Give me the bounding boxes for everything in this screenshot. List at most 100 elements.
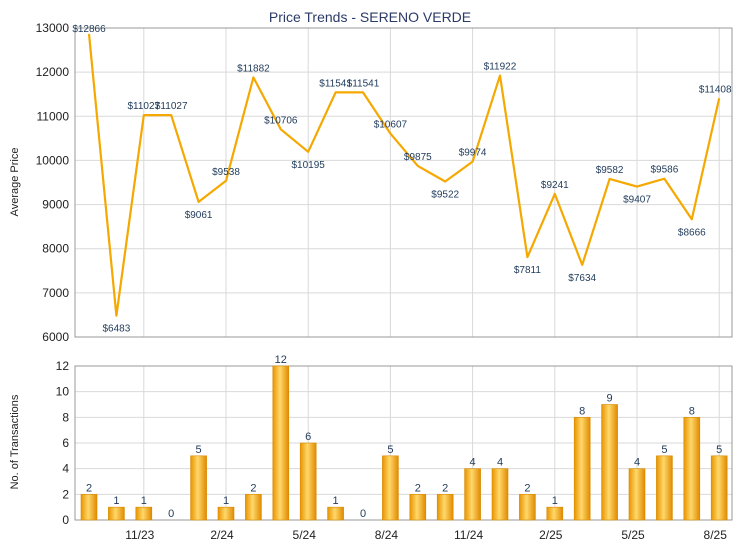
transaction-data-label: 4 xyxy=(497,457,503,469)
price-data-label: $7634 xyxy=(568,273,596,284)
x-tick-label: 8/25 xyxy=(704,528,728,542)
transaction-data-label: 5 xyxy=(661,444,667,456)
price-data-label: $9875 xyxy=(404,152,432,163)
transaction-data-label: 8 xyxy=(579,405,585,417)
price-data-label: $11541 xyxy=(319,78,352,89)
transaction-bar xyxy=(190,455,207,521)
bottom-y-tick-label: 12 xyxy=(56,359,70,373)
price-data-label: $9061 xyxy=(185,210,213,221)
transaction-data-label: 2 xyxy=(415,482,421,494)
top-plot-frame xyxy=(74,27,733,338)
price-data-label: $11408 xyxy=(699,84,732,95)
transaction-bar xyxy=(245,494,262,521)
top-y-tick-label: 8000 xyxy=(42,242,69,256)
x-tick-label: 8/24 xyxy=(375,528,399,542)
price-data-label: $9241 xyxy=(541,180,569,191)
transaction-data-label: 0 xyxy=(360,508,366,520)
transaction-bar xyxy=(135,506,153,521)
x-tick-label: 2/24 xyxy=(210,528,234,542)
price-data-label: $10607 xyxy=(374,120,408,131)
transaction-data-label: 2 xyxy=(524,482,530,494)
top-y-tick-label: 11000 xyxy=(37,109,70,123)
transaction-bar xyxy=(409,494,427,521)
transaction-data-label: 9 xyxy=(607,393,613,405)
transaction-bar xyxy=(464,468,481,521)
transaction-data-label: 4 xyxy=(470,457,476,469)
transaction-bar xyxy=(108,506,125,521)
bottom-y-tick-label: 6 xyxy=(62,436,69,450)
transaction-bar xyxy=(272,365,290,521)
x-tick-label: 2/25 xyxy=(539,528,563,542)
transaction-data-label: 2 xyxy=(86,482,92,494)
bottom-y-tick-label: 2 xyxy=(62,487,69,501)
price-data-label: $11027 xyxy=(155,101,188,112)
price-data-label: $9582 xyxy=(596,165,624,176)
transaction-bar xyxy=(683,417,701,521)
price-data-label: $11882 xyxy=(237,63,270,74)
top-y-tick-label: 13000 xyxy=(36,21,70,35)
bottom-y-tick-label: 4 xyxy=(62,462,69,476)
transaction-data-label: 8 xyxy=(689,405,695,417)
transaction-data-label: 2 xyxy=(250,482,256,494)
transaction-bar xyxy=(573,417,591,521)
price-data-label: $6483 xyxy=(102,324,130,335)
price-line-panel: 6000 7000 8000 9000 10000 11000 12000 13000 $128… xyxy=(36,21,733,344)
transaction-data-label: 1 xyxy=(552,495,558,507)
price-data-label: $9586 xyxy=(650,165,678,176)
price-data-label: $11541 xyxy=(347,78,380,89)
bottom-plot-frame xyxy=(74,365,733,521)
transaction-data-label: 5 xyxy=(387,444,393,456)
bottom-y-tick-label: 8 xyxy=(62,410,69,424)
transaction-data-label: 6 xyxy=(305,431,311,443)
transaction-bar xyxy=(80,494,98,521)
transaction-data-label: 5 xyxy=(196,444,202,456)
bottom-y-tick-label: 10 xyxy=(56,385,70,399)
transaction-data-label: 1 xyxy=(113,495,119,507)
x-tick-label: 5/25 xyxy=(621,528,645,542)
price-data-label: $8666 xyxy=(678,227,706,238)
transaction-bar xyxy=(436,494,454,521)
transaction-data-label: 4 xyxy=(634,457,640,469)
top-y-tick-label: 9000 xyxy=(42,198,69,212)
transaction-data-label: 0 xyxy=(168,508,174,520)
price-series-line xyxy=(87,33,721,317)
top-y-tick-label: 6000 xyxy=(42,330,69,344)
top-y-tick-label: 12000 xyxy=(36,65,70,79)
transaction-data-label: 1 xyxy=(223,495,229,507)
price-data-label: $7811 xyxy=(514,265,542,276)
price-data-label: $9407 xyxy=(623,195,651,206)
bottom-y-tick-label: 0 xyxy=(62,513,69,527)
price-data-label: $9538 xyxy=(212,167,240,178)
x-tick-label: 11/24 xyxy=(454,528,483,542)
top-y-tick-label: 10000 xyxy=(36,153,70,167)
transaction-bar xyxy=(217,506,235,521)
transaction-data-label: 5 xyxy=(716,444,722,456)
top-y-axis-label: Average Price xyxy=(9,148,21,217)
price-data-label: $9974 xyxy=(459,148,487,159)
transaction-data-label: 2 xyxy=(442,482,448,494)
transaction-bar xyxy=(546,506,564,521)
transaction-bar xyxy=(491,468,509,521)
transaction-bar xyxy=(656,455,673,521)
x-tick-label: 5/24 xyxy=(293,528,317,542)
transaction-bar xyxy=(519,494,536,521)
x-tick-label: 11/23 xyxy=(125,528,154,542)
price-data-label: $9522 xyxy=(431,190,459,201)
chart-title: Price Trends - SERENO VERDE xyxy=(269,9,471,25)
transaction-bar xyxy=(299,442,317,521)
transaction-bar xyxy=(628,468,646,521)
top-y-tick-label: 7000 xyxy=(42,286,69,300)
transaction-bar xyxy=(710,455,728,521)
price-data-label: $12866 xyxy=(72,24,106,35)
transaction-data-label: 1 xyxy=(333,495,339,507)
price-data-label: $10706 xyxy=(264,115,298,126)
transaction-bar xyxy=(382,455,399,521)
bottom-y-axis-label: No. of Transactions xyxy=(9,394,21,489)
transaction-data-label: 1 xyxy=(141,495,147,507)
transaction-bar xyxy=(327,506,344,521)
price-data-label: $11922 xyxy=(484,62,517,73)
transaction-bar xyxy=(601,404,618,521)
